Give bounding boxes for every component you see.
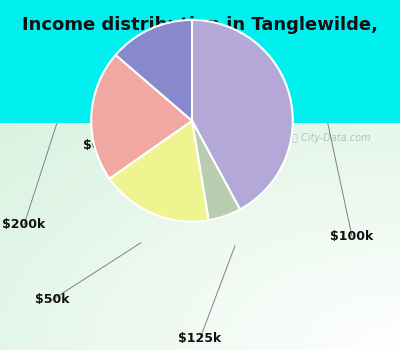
Wedge shape [110, 121, 208, 222]
Text: ⓘ City-Data.com: ⓘ City-Data.com [292, 133, 371, 143]
Wedge shape [91, 55, 192, 178]
Text: $60k: $60k [83, 139, 117, 152]
Text: $50k: $50k [35, 293, 69, 307]
Text: $200k: $200k [2, 218, 46, 231]
Wedge shape [192, 20, 293, 209]
Text: $125k: $125k [178, 332, 222, 345]
Wedge shape [116, 20, 192, 121]
Wedge shape [192, 121, 240, 220]
Text: Multirace residents: Multirace residents [117, 96, 283, 111]
Text: Income distribution in Tanglewilde,
WA (%): Income distribution in Tanglewilde, WA (… [22, 16, 378, 55]
Text: $100k: $100k [330, 230, 374, 243]
